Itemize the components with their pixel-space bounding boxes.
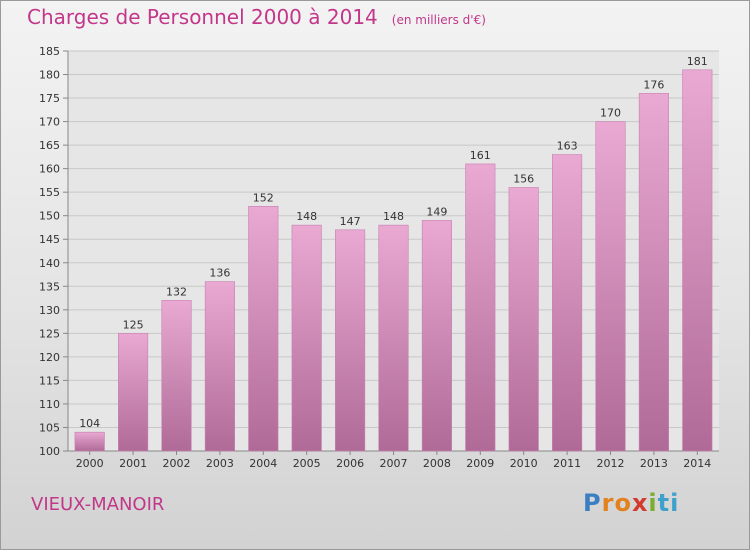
x-tick-label: 2013 bbox=[640, 457, 668, 470]
y-tick-label: 140 bbox=[39, 257, 60, 270]
data-label: 163 bbox=[557, 140, 578, 153]
y-tick-label: 185 bbox=[39, 45, 60, 58]
bar bbox=[74, 431, 105, 452]
data-label: 176 bbox=[643, 78, 664, 91]
x-tick-label: 2000 bbox=[76, 457, 104, 470]
data-label: 136 bbox=[209, 267, 230, 280]
x-tick-label: 2009 bbox=[466, 457, 494, 470]
y-tick-label: 130 bbox=[39, 304, 60, 317]
data-label: 181 bbox=[687, 55, 708, 68]
y-tick-label: 155 bbox=[39, 186, 60, 199]
x-tick-label: 2008 bbox=[423, 457, 451, 470]
y-tick-label: 120 bbox=[39, 351, 60, 364]
data-label: 132 bbox=[166, 285, 187, 298]
data-label: 125 bbox=[123, 318, 144, 331]
bar bbox=[248, 205, 279, 452]
x-tick-label: 2007 bbox=[380, 457, 408, 470]
x-tick-label: 2004 bbox=[249, 457, 277, 470]
logo-letter: P bbox=[583, 489, 602, 517]
bar bbox=[161, 300, 192, 452]
y-tick-label: 110 bbox=[39, 398, 60, 411]
data-label: 147 bbox=[340, 215, 361, 228]
data-label: 148 bbox=[383, 210, 404, 223]
location-name: VIEUX-MANOIR bbox=[31, 494, 165, 515]
bar bbox=[118, 333, 149, 452]
bar bbox=[335, 229, 366, 452]
y-tick-label: 170 bbox=[39, 116, 60, 129]
bar bbox=[204, 281, 235, 452]
bar bbox=[682, 69, 713, 452]
x-tick-label: 2001 bbox=[119, 457, 147, 470]
bar bbox=[508, 187, 539, 452]
data-label: 104 bbox=[79, 417, 100, 430]
chart-subtitle: (en milliers d'€) bbox=[391, 13, 486, 27]
y-tick-label: 180 bbox=[39, 69, 60, 82]
bar bbox=[465, 163, 496, 452]
bar bbox=[552, 154, 583, 452]
chart-title: Charges de Personnel 2000 à 2014 (en mill… bbox=[27, 5, 486, 29]
bar bbox=[291, 224, 322, 452]
x-tick-label: 2005 bbox=[293, 457, 321, 470]
data-label: 148 bbox=[296, 210, 317, 223]
y-tick-label: 135 bbox=[39, 280, 60, 293]
bar bbox=[595, 121, 626, 452]
bar bbox=[638, 93, 669, 452]
x-tick-label: 2012 bbox=[597, 457, 625, 470]
y-tick-label: 100 bbox=[39, 445, 60, 458]
data-label: 156 bbox=[513, 172, 534, 185]
bar bbox=[378, 224, 409, 452]
y-tick-label: 165 bbox=[39, 139, 60, 152]
data-label: 152 bbox=[253, 191, 274, 204]
x-tick-label: 2006 bbox=[336, 457, 364, 470]
x-tick-label: 2002 bbox=[163, 457, 191, 470]
x-tick-label: 2011 bbox=[553, 457, 581, 470]
x-tick-label: 2010 bbox=[510, 457, 538, 470]
y-tick-label: 175 bbox=[39, 92, 60, 105]
x-tick-label: 2014 bbox=[683, 457, 711, 470]
logo-letter: i bbox=[648, 489, 658, 517]
logo-letter: ti bbox=[657, 489, 680, 517]
data-label: 149 bbox=[426, 205, 447, 218]
y-tick-label: 115 bbox=[39, 374, 60, 387]
y-tick-label: 145 bbox=[39, 233, 60, 246]
bar bbox=[421, 220, 452, 452]
y-tick-label: 150 bbox=[39, 210, 60, 223]
data-label: 170 bbox=[600, 107, 621, 120]
y-tick-label: 125 bbox=[39, 327, 60, 340]
logo-letter: o bbox=[614, 489, 632, 517]
logo-letter: r bbox=[601, 489, 615, 517]
y-tick-label: 105 bbox=[39, 421, 60, 434]
x-tick-label: 2003 bbox=[206, 457, 234, 470]
logo-letter: x bbox=[631, 489, 649, 517]
proxiti-logo: Proxiti bbox=[583, 489, 679, 517]
data-label: 161 bbox=[470, 149, 491, 162]
y-tick-label: 160 bbox=[39, 163, 60, 176]
